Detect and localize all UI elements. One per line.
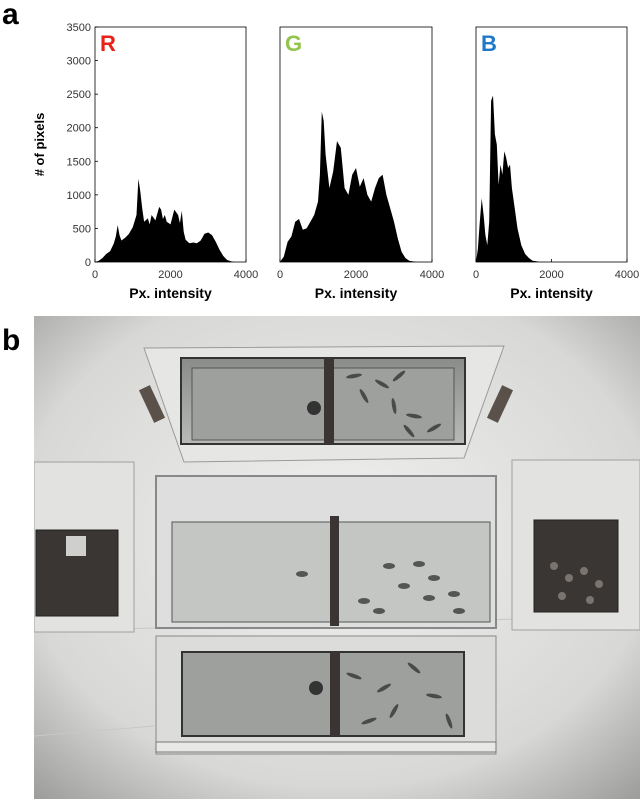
y-axis-label: # of pixels xyxy=(32,113,47,177)
left-tank xyxy=(34,461,135,633)
x-tick-label: 4000 xyxy=(234,269,258,281)
histogram-area-B xyxy=(476,95,627,262)
y-tick-label: 1000 xyxy=(67,190,91,202)
y-tick-label: 0 xyxy=(85,257,91,269)
fish-tank-arena-photo xyxy=(34,316,640,799)
y-tick-label: 3500 xyxy=(67,22,91,34)
y-tick-label: 1500 xyxy=(67,156,91,168)
y-tick-label: 3000 xyxy=(67,56,91,68)
panel-label-b: b xyxy=(2,324,21,357)
histogram-area-R xyxy=(95,178,246,262)
x-axis-label: Px. intensity xyxy=(510,285,593,301)
y-tick-label: 2500 xyxy=(67,89,91,101)
x-tick-label: 2000 xyxy=(158,269,182,281)
x-tick-label: 0 xyxy=(473,269,479,281)
x-tick-label: 2000 xyxy=(344,269,368,281)
channel-label-B: B xyxy=(481,31,497,56)
panel-label-a: a xyxy=(2,0,19,31)
bottom-tank xyxy=(155,635,497,755)
center-tank xyxy=(155,475,497,629)
top-tank xyxy=(138,345,514,463)
x-tick-label: 2000 xyxy=(539,269,563,281)
x-axis-label: Px. intensity xyxy=(129,285,212,301)
x-tick-label: 0 xyxy=(92,269,98,281)
channel-label-R: R xyxy=(100,31,116,56)
y-tick-label: 500 xyxy=(73,223,91,235)
x-tick-label: 0 xyxy=(277,269,283,281)
right-tank xyxy=(511,459,640,631)
histogram-charts: R 0 2000 4000 Px. intensity 0 500 1000 1500 2000 2… xyxy=(32,22,639,301)
histogram-area-G xyxy=(280,111,432,262)
x-axis-label: Px. intensity xyxy=(315,285,398,301)
x-tick-label: 4000 xyxy=(420,269,444,281)
x-tick-label: 4000 xyxy=(615,269,639,281)
y-tick-label: 2000 xyxy=(67,123,91,135)
channel-label-G: G xyxy=(285,31,302,56)
